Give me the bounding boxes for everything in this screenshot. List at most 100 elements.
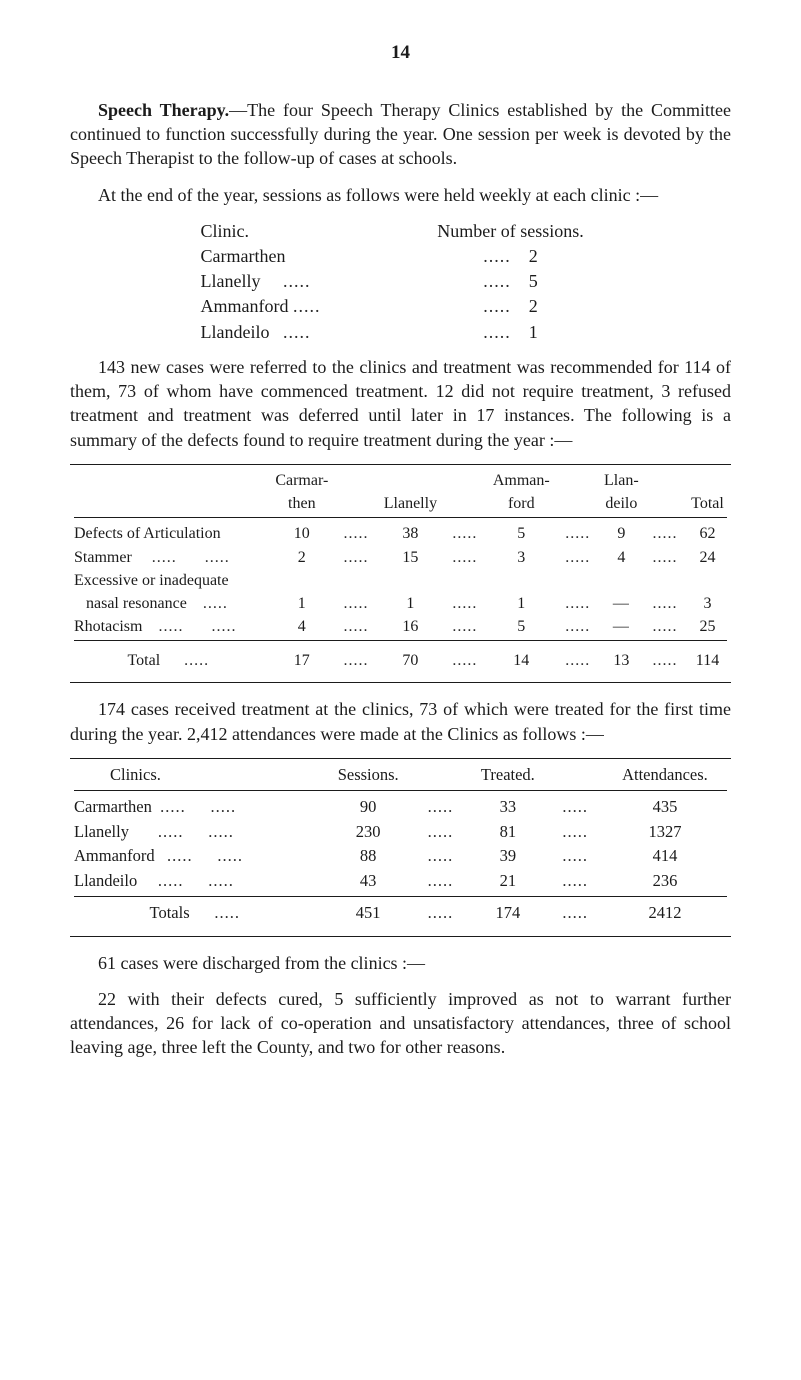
cell: 90 bbox=[320, 795, 417, 820]
cell: 4 bbox=[267, 615, 337, 638]
cell: 230 bbox=[320, 820, 417, 845]
leader-dots: ..... bbox=[552, 795, 599, 820]
leader-dots: ..... bbox=[214, 903, 240, 922]
cell: 88 bbox=[320, 844, 417, 869]
cell: 62 bbox=[684, 522, 731, 545]
defect-row-label: Defects of Articulation bbox=[70, 522, 267, 545]
cell: 3 bbox=[484, 546, 559, 569]
leader-dots: ..... bbox=[552, 901, 599, 926]
leader-dots: ..... bbox=[483, 322, 511, 342]
att-row-label: Llanelly bbox=[74, 822, 129, 841]
clinic-sessions: 2 bbox=[529, 246, 538, 266]
leader-dots: ..... bbox=[552, 820, 599, 845]
leader-dots: ..... bbox=[446, 592, 484, 615]
clinic-name: Ammanford bbox=[201, 296, 289, 316]
para-174-cases: 174 cases received treatment at the clin… bbox=[70, 697, 731, 746]
att-col-treated: Treated. bbox=[464, 763, 551, 788]
leader-dots: ..... bbox=[152, 549, 177, 566]
cell: 2412 bbox=[599, 901, 731, 926]
cell: 435 bbox=[599, 795, 731, 820]
leader-dots: ..... bbox=[483, 271, 511, 291]
clinic-header-left: Clinic. bbox=[201, 219, 421, 244]
defects-total-label: Total bbox=[127, 652, 160, 669]
leader-dots: ..... bbox=[208, 871, 234, 890]
leader-dots: ..... bbox=[158, 822, 184, 841]
defect-row-label: Rhotacism bbox=[74, 618, 142, 635]
att-row-label: Llandeilo bbox=[74, 871, 137, 890]
cell: 114 bbox=[684, 645, 731, 672]
leader-dots: ..... bbox=[552, 844, 599, 869]
cell: 21 bbox=[464, 869, 551, 894]
leader-dots: ..... bbox=[646, 645, 684, 672]
para-new-cases: 143 new cases were referred to the clini… bbox=[70, 355, 731, 452]
att-total-label: Totals bbox=[150, 903, 190, 922]
leader-dots: ..... bbox=[337, 592, 375, 615]
defect-row-label: Excessive or inadequate bbox=[70, 569, 267, 592]
para1-lead: Speech Therapy. bbox=[98, 100, 229, 120]
att-col-clinics: Clinics. bbox=[70, 763, 320, 788]
att-row-label: Ammanford bbox=[74, 846, 155, 865]
cell: 24 bbox=[684, 546, 731, 569]
cell: 38 bbox=[375, 522, 446, 545]
cell: — bbox=[597, 592, 646, 615]
col-llandeilo-b: deilo bbox=[597, 492, 646, 515]
cell: 1 bbox=[375, 592, 446, 615]
para-discharge-detail: 22 with their defects cured, 5 sufficien… bbox=[70, 987, 731, 1060]
leader-dots: ..... bbox=[559, 546, 597, 569]
clinic-name: Llandeilo bbox=[201, 322, 270, 342]
col-total: Total bbox=[684, 492, 731, 515]
cell: 1 bbox=[484, 592, 559, 615]
cell: 13 bbox=[597, 645, 646, 672]
clinic-sessions: 5 bbox=[529, 271, 538, 291]
leader-dots: ..... bbox=[184, 652, 209, 669]
clinic-sessions: 2 bbox=[529, 296, 538, 316]
clinic-name: Llanelly bbox=[201, 271, 261, 291]
cell: 174 bbox=[464, 901, 551, 926]
table-rule bbox=[70, 682, 731, 683]
page-number: 14 bbox=[70, 40, 731, 66]
cell: 5 bbox=[484, 522, 559, 545]
cell: 81 bbox=[464, 820, 551, 845]
col-llandeilo-a: Llan- bbox=[597, 469, 646, 492]
col-carmarthen-a: Carmar- bbox=[267, 469, 337, 492]
cell: 1327 bbox=[599, 820, 731, 845]
cell: 236 bbox=[599, 869, 731, 894]
defects-table: Carmar- Amman- Llan- then Llanelly ford … bbox=[70, 469, 731, 673]
leader-dots: ..... bbox=[283, 322, 311, 342]
leader-dots: ..... bbox=[337, 615, 375, 638]
leader-dots: ..... bbox=[552, 869, 599, 894]
attendances-table: Clinics. Sessions. Treated. Attendances.… bbox=[70, 763, 731, 926]
table-rule bbox=[74, 896, 727, 897]
leader-dots: ..... bbox=[446, 615, 484, 638]
leader-dots: ..... bbox=[205, 549, 230, 566]
cell: 2 bbox=[267, 546, 337, 569]
cell: 3 bbox=[684, 592, 731, 615]
leader-dots: ..... bbox=[646, 592, 684, 615]
cell: 16 bbox=[375, 615, 446, 638]
cell: 33 bbox=[464, 795, 551, 820]
leader-dots: ..... bbox=[417, 795, 464, 820]
leader-dots: ..... bbox=[158, 618, 183, 635]
leader-dots: ..... bbox=[646, 615, 684, 638]
cell: 451 bbox=[320, 901, 417, 926]
cell: — bbox=[597, 615, 646, 638]
leader-dots: ..... bbox=[337, 522, 375, 545]
leader-dots: ..... bbox=[167, 846, 193, 865]
cell: 14 bbox=[484, 645, 559, 672]
leader-dots: ..... bbox=[337, 645, 375, 672]
leader-dots: ..... bbox=[483, 246, 511, 266]
table-rule bbox=[70, 758, 731, 759]
table-rule bbox=[74, 640, 727, 641]
table-rule bbox=[70, 464, 731, 465]
leader-dots: ..... bbox=[559, 645, 597, 672]
clinic-sessions-block: Clinic. Number of sessions. Carmarthen .… bbox=[201, 219, 601, 345]
clinic-header-right: Number of sessions. bbox=[421, 219, 601, 244]
clinic-sessions: 1 bbox=[529, 322, 538, 342]
col-llanelly: Llanelly bbox=[375, 492, 446, 515]
table-rule bbox=[74, 790, 727, 791]
leader-dots: ..... bbox=[446, 522, 484, 545]
leader-dots: ..... bbox=[559, 592, 597, 615]
leader-dots: ..... bbox=[483, 296, 511, 316]
cell: 15 bbox=[375, 546, 446, 569]
leader-dots: ..... bbox=[646, 522, 684, 545]
